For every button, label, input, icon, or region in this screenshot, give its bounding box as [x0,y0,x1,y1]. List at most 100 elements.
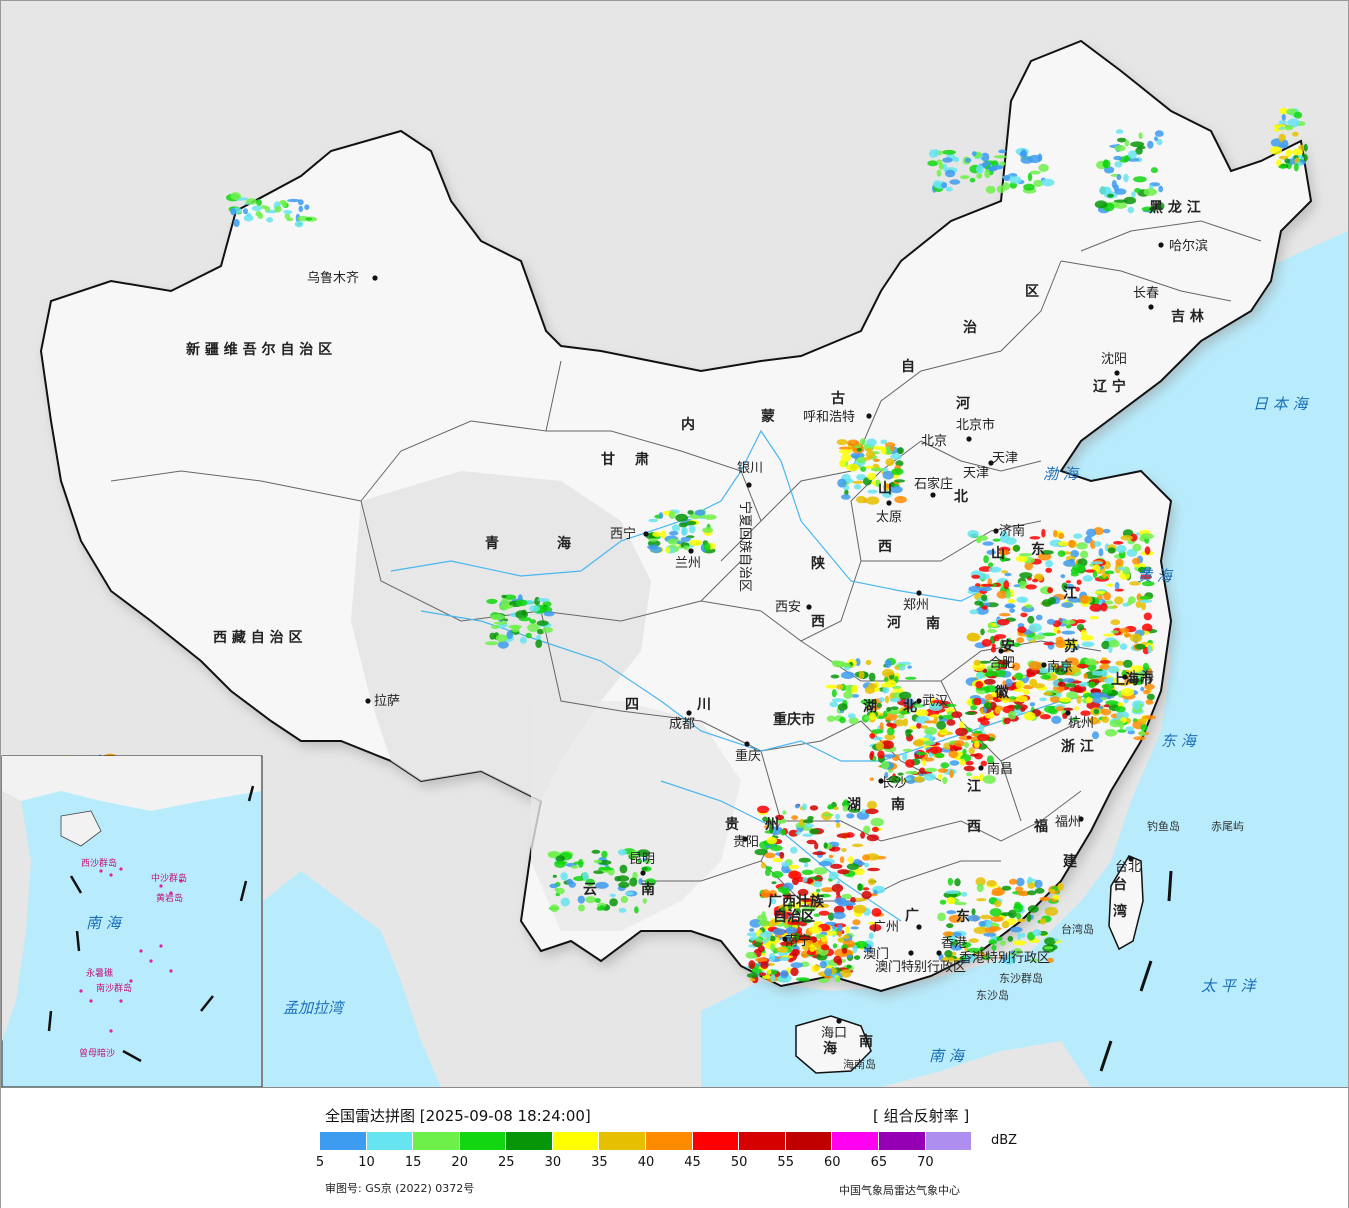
city-label-xining: 西宁 [610,526,636,542]
echo-cell [787,920,801,926]
province-label-tianjin_city: 天津 [992,451,1018,466]
echo-cell [491,625,500,629]
island-label-hainandao: 海南岛 [843,1057,876,1071]
echo-cell [1114,161,1123,168]
echo-cell [989,701,997,711]
echo-cell [971,776,981,780]
echo-cell [1052,894,1060,900]
sea-label-mengjiala: 孟加拉湾 [283,999,346,1017]
echo-cell [1080,635,1094,641]
echo-cell [251,205,263,211]
agency-credit: 中国气象局雷达气象中心 [839,1184,960,1197]
echo-cell [897,772,904,776]
echo-cell [904,676,917,680]
echo-cell [297,215,309,222]
echo-cell [1061,630,1076,635]
echo-cell [983,555,989,564]
echo-cell [490,613,505,621]
echo-cell [1130,665,1144,673]
echo-cell [971,908,976,916]
echo-cell [1031,634,1046,640]
echo-cell [976,883,984,893]
echo-cell [1082,575,1093,582]
echo-cell [1110,619,1121,626]
echo-cell [879,722,884,731]
echo-cell [1127,206,1135,214]
echo-cell [1025,604,1033,609]
echo-cell [802,833,814,837]
echo-cell [1047,587,1053,594]
echo-cell [824,975,832,979]
echo-cell [846,964,852,969]
city-label-lhasa: 拉萨 [374,694,400,709]
echo-cell [915,709,929,717]
echo-cell [1076,542,1088,550]
echo-cell [836,891,841,896]
echo-cell [790,902,803,909]
echo-cell [898,665,906,671]
echo-cell [994,900,1002,908]
city-marker [742,836,748,842]
echo-cell [1057,550,1066,557]
echo-cell [814,842,819,850]
echo-cell [869,733,876,739]
sea-label-bohai: 渤 海 [1043,465,1080,483]
south-china-sea-inset[interactable]: 西沙群岛 中沙群岛 黄岩岛 南沙群岛 曾母暗沙 永暑礁 南 海 [1,755,263,1087]
echo-cell [1065,580,1071,584]
color-scale-tick: 65 [870,1155,888,1170]
echo-cell [703,542,711,552]
echo-cell [560,872,568,881]
echo-cell [661,530,667,539]
echo-cell [867,921,877,925]
echo-cell [772,857,783,863]
echo-cell [983,678,996,685]
color-scale-ticks: 5 10 15 20 25 30 35 40 45 50 55 60 65 70 [316,1155,972,1171]
echo-cell [991,690,1000,698]
echo-cell [831,689,837,698]
echo-cell [1075,619,1087,624]
echo-cell [869,712,876,721]
legend-panel: 全国雷达拼图 [2025-09-08 18:24:00] [ 组合反射率 ] d… [1,1088,1348,1208]
echo-cell [929,702,943,712]
color-scale-cell [599,1132,647,1150]
echo-cell [495,634,508,643]
echo-cell [1103,592,1111,601]
echo-cell [556,887,565,895]
echo-cell [770,919,781,925]
echo-cell [1003,717,1011,725]
echo-cell [990,646,997,653]
echo-cell [1040,550,1054,555]
echo-cell [1061,602,1074,608]
echo-cell [920,725,929,729]
echo-cell [1084,535,1093,544]
echo-cell [758,972,767,976]
echo-cell [1076,663,1089,669]
echo-cell [769,824,774,834]
echo-cell [641,867,648,871]
province-label-taiwan_1: 台 [1113,876,1127,893]
echo-cell [1147,140,1154,149]
echo-cell [1114,581,1120,590]
radar-map[interactable]: 西沙群岛 中沙群岛 黄岩岛 南沙群岛 曾母暗沙 永暑礁 南 海 新 疆 维 吾 … [1,1,1348,1088]
echo-cell [1012,544,1021,552]
province-label-xizang: 西 藏 自 治 区 [213,629,303,646]
echo-cell [982,541,994,546]
echo-cell [1140,686,1145,692]
province-label-guizhou_2: 州 [764,817,779,833]
echo-cell [1044,946,1054,950]
echo-cell [264,206,271,212]
echo-cell [1117,566,1126,571]
echo-cell [671,524,681,532]
echo-cell [877,750,885,759]
echo-cell [536,620,549,626]
color-scale-tick: 45 [684,1155,701,1170]
echo-cell [826,715,836,722]
echo-cell [781,864,790,874]
echo-cell [800,950,809,959]
echo-cell [758,919,770,927]
echo-cell [987,623,993,629]
sea-label-taipingyang: 太 平 洋 [1201,977,1258,995]
city-marker [1065,710,1071,716]
echo-cell [963,765,975,772]
echo-cell [882,687,890,693]
